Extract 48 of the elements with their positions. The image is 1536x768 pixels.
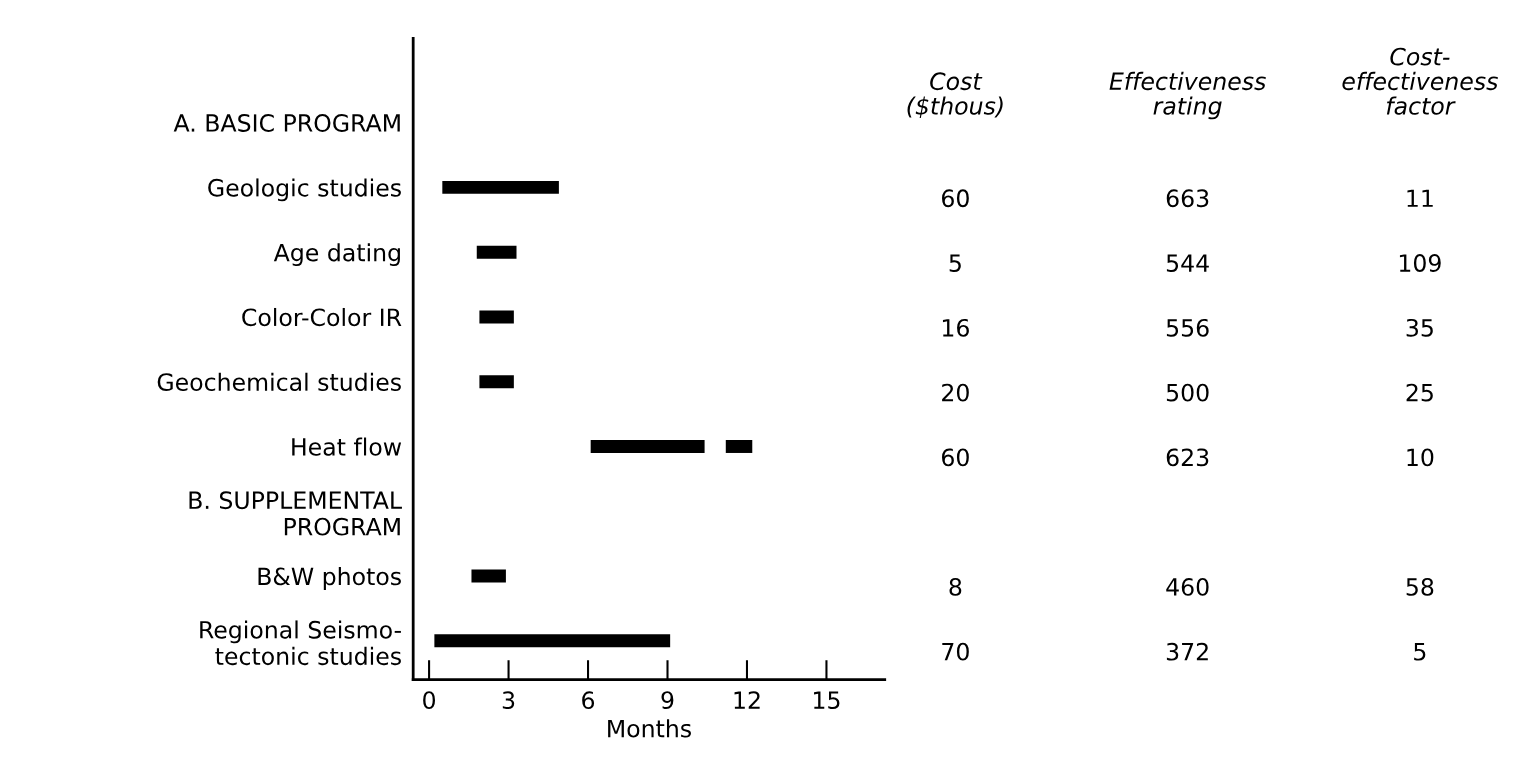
y-tick-label: Heat flow	[292, 437, 402, 456]
y-tick-label: Color-Color IR	[242, 307, 402, 327]
x-tick-label: 3	[502, 691, 515, 710]
bar	[434, 634, 671, 648]
bar	[476, 245, 517, 259]
bar	[442, 180, 559, 194]
bar	[479, 310, 514, 324]
x-tick-label: 15	[814, 691, 840, 710]
text: 60	[942, 448, 969, 467]
text: 25	[1406, 383, 1433, 402]
bar	[479, 375, 514, 389]
y-tick-label: Geochemical studies	[157, 372, 401, 392]
text: 544	[1166, 254, 1209, 272]
y-tick-label: Age dating	[273, 243, 400, 267]
text: 10	[1407, 448, 1434, 467]
text: 16	[942, 318, 969, 337]
category-label: Cost ($thous)	[907, 72, 1003, 118]
text: 11	[1407, 189, 1433, 207]
text: 500	[1166, 383, 1209, 402]
text: 35	[1406, 318, 1433, 337]
x-tick-label: 9	[661, 691, 674, 710]
text: 8	[949, 577, 962, 596]
text: 109	[1399, 254, 1441, 272]
y-tick-label: A. BASIC PROGRAM	[173, 114, 400, 132]
bar	[725, 440, 753, 453]
text: 623	[1166, 448, 1209, 467]
bar	[590, 440, 705, 453]
x-axis-title: Months	[608, 719, 691, 738]
category-label: Cost- effectiveness factor	[1342, 47, 1498, 115]
text: 70	[942, 642, 969, 661]
x-tick-label: 12	[734, 691, 760, 709]
text: 460	[1166, 577, 1209, 596]
bar	[471, 569, 506, 583]
text: 5	[949, 254, 961, 272]
text: 663	[1166, 189, 1209, 208]
text: 20	[942, 383, 969, 402]
text: 556	[1166, 318, 1209, 337]
x-tick-label: 0	[423, 691, 436, 710]
text: 60	[942, 189, 969, 208]
text: 58	[1406, 577, 1434, 596]
text: 372	[1166, 642, 1208, 661]
y-tick-label: B&W photos	[258, 567, 401, 590]
y-tick-label: Regional Seismo- tectonic studies	[200, 620, 401, 666]
text: 5	[1414, 643, 1426, 661]
x-tick-label: 6	[582, 691, 595, 710]
y-tick-label: B. SUPPLEMENTAL PROGRAM	[189, 491, 402, 536]
y-tick-label: Geologic studies	[208, 178, 401, 202]
category-label: Effectiveness rating	[1109, 71, 1266, 120]
